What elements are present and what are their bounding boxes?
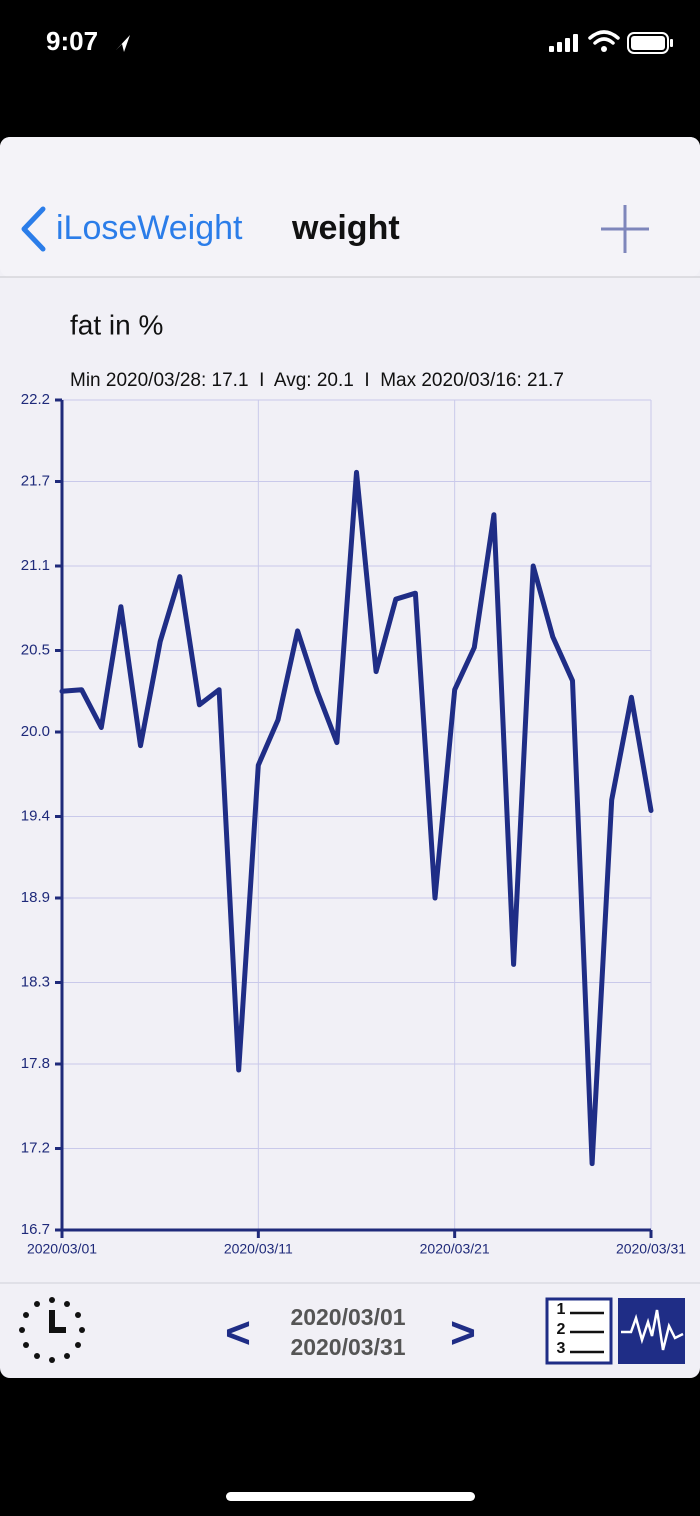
clock-icon[interactable] <box>19 1297 85 1363</box>
list-digit: 3 <box>557 1340 566 1357</box>
wifi-dot <box>601 46 607 52</box>
battery-outline <box>627 32 669 54</box>
x-tick-label: 2020/03/21 <box>420 1241 490 1257</box>
prev-button[interactable]: < <box>225 1309 251 1358</box>
y-tick-label: 16.7 <box>21 1221 50 1238</box>
home-indicator <box>226 1492 475 1501</box>
x-tick-label: 2020/03/11 <box>224 1241 293 1257</box>
battery-tip <box>670 39 673 47</box>
list-digit: 1 <box>557 1301 566 1318</box>
chart: 16.7 17.2 17.8 18.3 18.9 19.4 20.0 20.5 21.1 21.7… <box>21 391 686 1257</box>
add-button[interactable] <box>601 205 649 253</box>
y-tick-label: 21.1 <box>21 557 50 574</box>
y-tick-label: 19.4 <box>21 807 50 824</box>
x-tick-label: 2020/03/31 <box>616 1241 686 1257</box>
x-tick-label: 2020/03/01 <box>27 1241 97 1257</box>
y-tick-label: 22.2 <box>21 391 50 408</box>
y-tick-label: 17.2 <box>21 1139 50 1156</box>
list-lines <box>570 1311 604 1354</box>
nav-title: weight <box>291 209 400 247</box>
location-icon <box>116 35 130 52</box>
battery-level <box>631 36 665 50</box>
nav-bar <box>0 137 700 277</box>
list-digit: 2 <box>557 1321 566 1338</box>
chart-title: fat in % <box>70 309 163 340</box>
status-time: 9:07 <box>46 26 98 56</box>
y-tick-label: 17.8 <box>21 1055 50 1072</box>
app-card <box>0 137 700 1378</box>
next-button[interactable]: > <box>450 1309 476 1358</box>
range-end: 2020/03/31 <box>290 1334 405 1360</box>
y-tick-label: 20.0 <box>21 723 50 740</box>
wifi-icon <box>588 30 620 45</box>
data-line <box>59 469 654 1167</box>
chart-stats: Min 2020/03/28: 17.1 I Avg: 20.1 I Max 2… <box>70 370 564 391</box>
y-tick-label: 18.3 <box>21 973 50 990</box>
chart-button-glyph <box>621 1309 684 1351</box>
back-button[interactable]: iLoseWeight <box>56 209 243 247</box>
back-chevron[interactable] <box>21 206 46 252</box>
y-tick-label: 20.5 <box>21 641 50 658</box>
y-tick-label: 21.7 <box>21 472 50 489</box>
y-tick-label: 18.9 <box>21 889 50 906</box>
signal-icon <box>549 34 578 52</box>
range-start: 2020/03/01 <box>290 1304 405 1330</box>
